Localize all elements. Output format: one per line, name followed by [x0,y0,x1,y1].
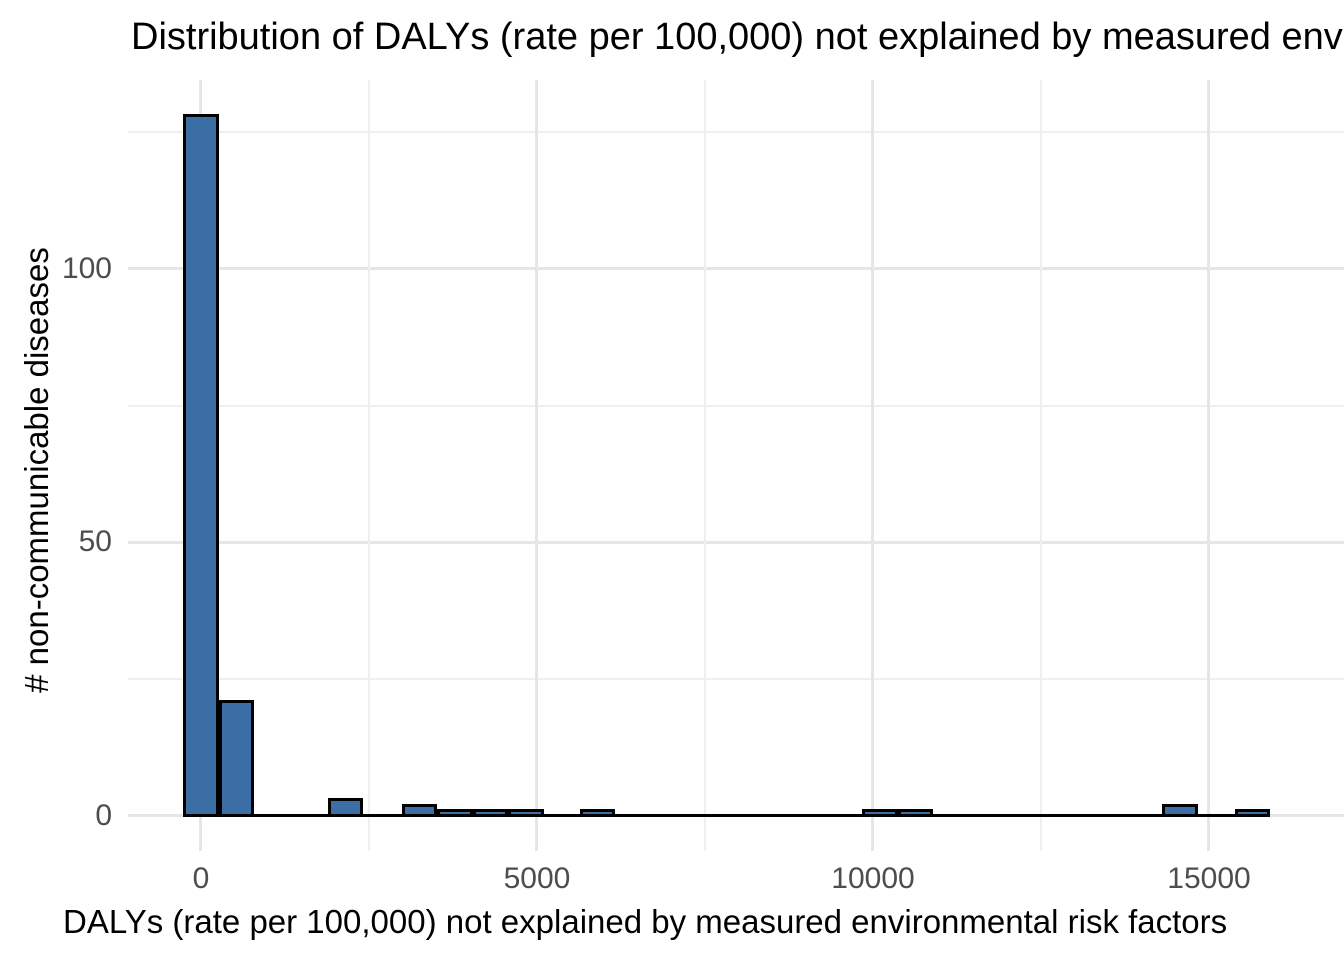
x-minor-gridline [703,80,706,851]
y-major-gridline [128,267,1344,271]
x-axis-label: DALYs (rate per 100,000) not explained b… [63,903,1228,940]
y-minor-gridline [128,130,1344,133]
histogram-bar [472,809,509,818]
histogram-bar [401,803,438,818]
histogram-bar [183,114,219,818]
x-major-gridline [535,80,539,851]
y-tick-label: 100 [61,251,112,285]
y-axis-label: # non-communicable diseases [18,247,55,693]
histogram-bar [861,809,898,818]
y-minor-gridline [128,678,1344,681]
histogram-bar [579,809,616,818]
y-tick-label: 50 [78,525,112,559]
x-tick-label: 5000 [503,862,571,895]
chart-title: Distribution of DALYs (rate per 100,000)… [131,16,1344,58]
y-major-gridline [128,540,1344,544]
histogram-bar [1234,809,1271,818]
y-minor-gridline [128,404,1344,407]
histogram-bar [218,699,255,818]
y-tick-label: 0 [95,798,112,832]
x-tick-label: 10000 [831,862,915,895]
histogram-bar [1162,803,1198,818]
histogram-bar [437,809,473,818]
histogram-bar [897,809,934,818]
histogram-bar [508,809,545,818]
x-tick-label: 15000 [1167,862,1251,895]
x-minor-gridline [367,80,370,851]
x-major-gridline [1207,80,1211,851]
zero-count-bins-baseline [183,814,1271,818]
plot-panel [128,80,1344,851]
x-minor-gridline [1039,80,1042,851]
x-major-gridline [871,80,875,851]
x-tick-label: 0 [192,862,210,895]
histogram-bar [327,798,364,818]
